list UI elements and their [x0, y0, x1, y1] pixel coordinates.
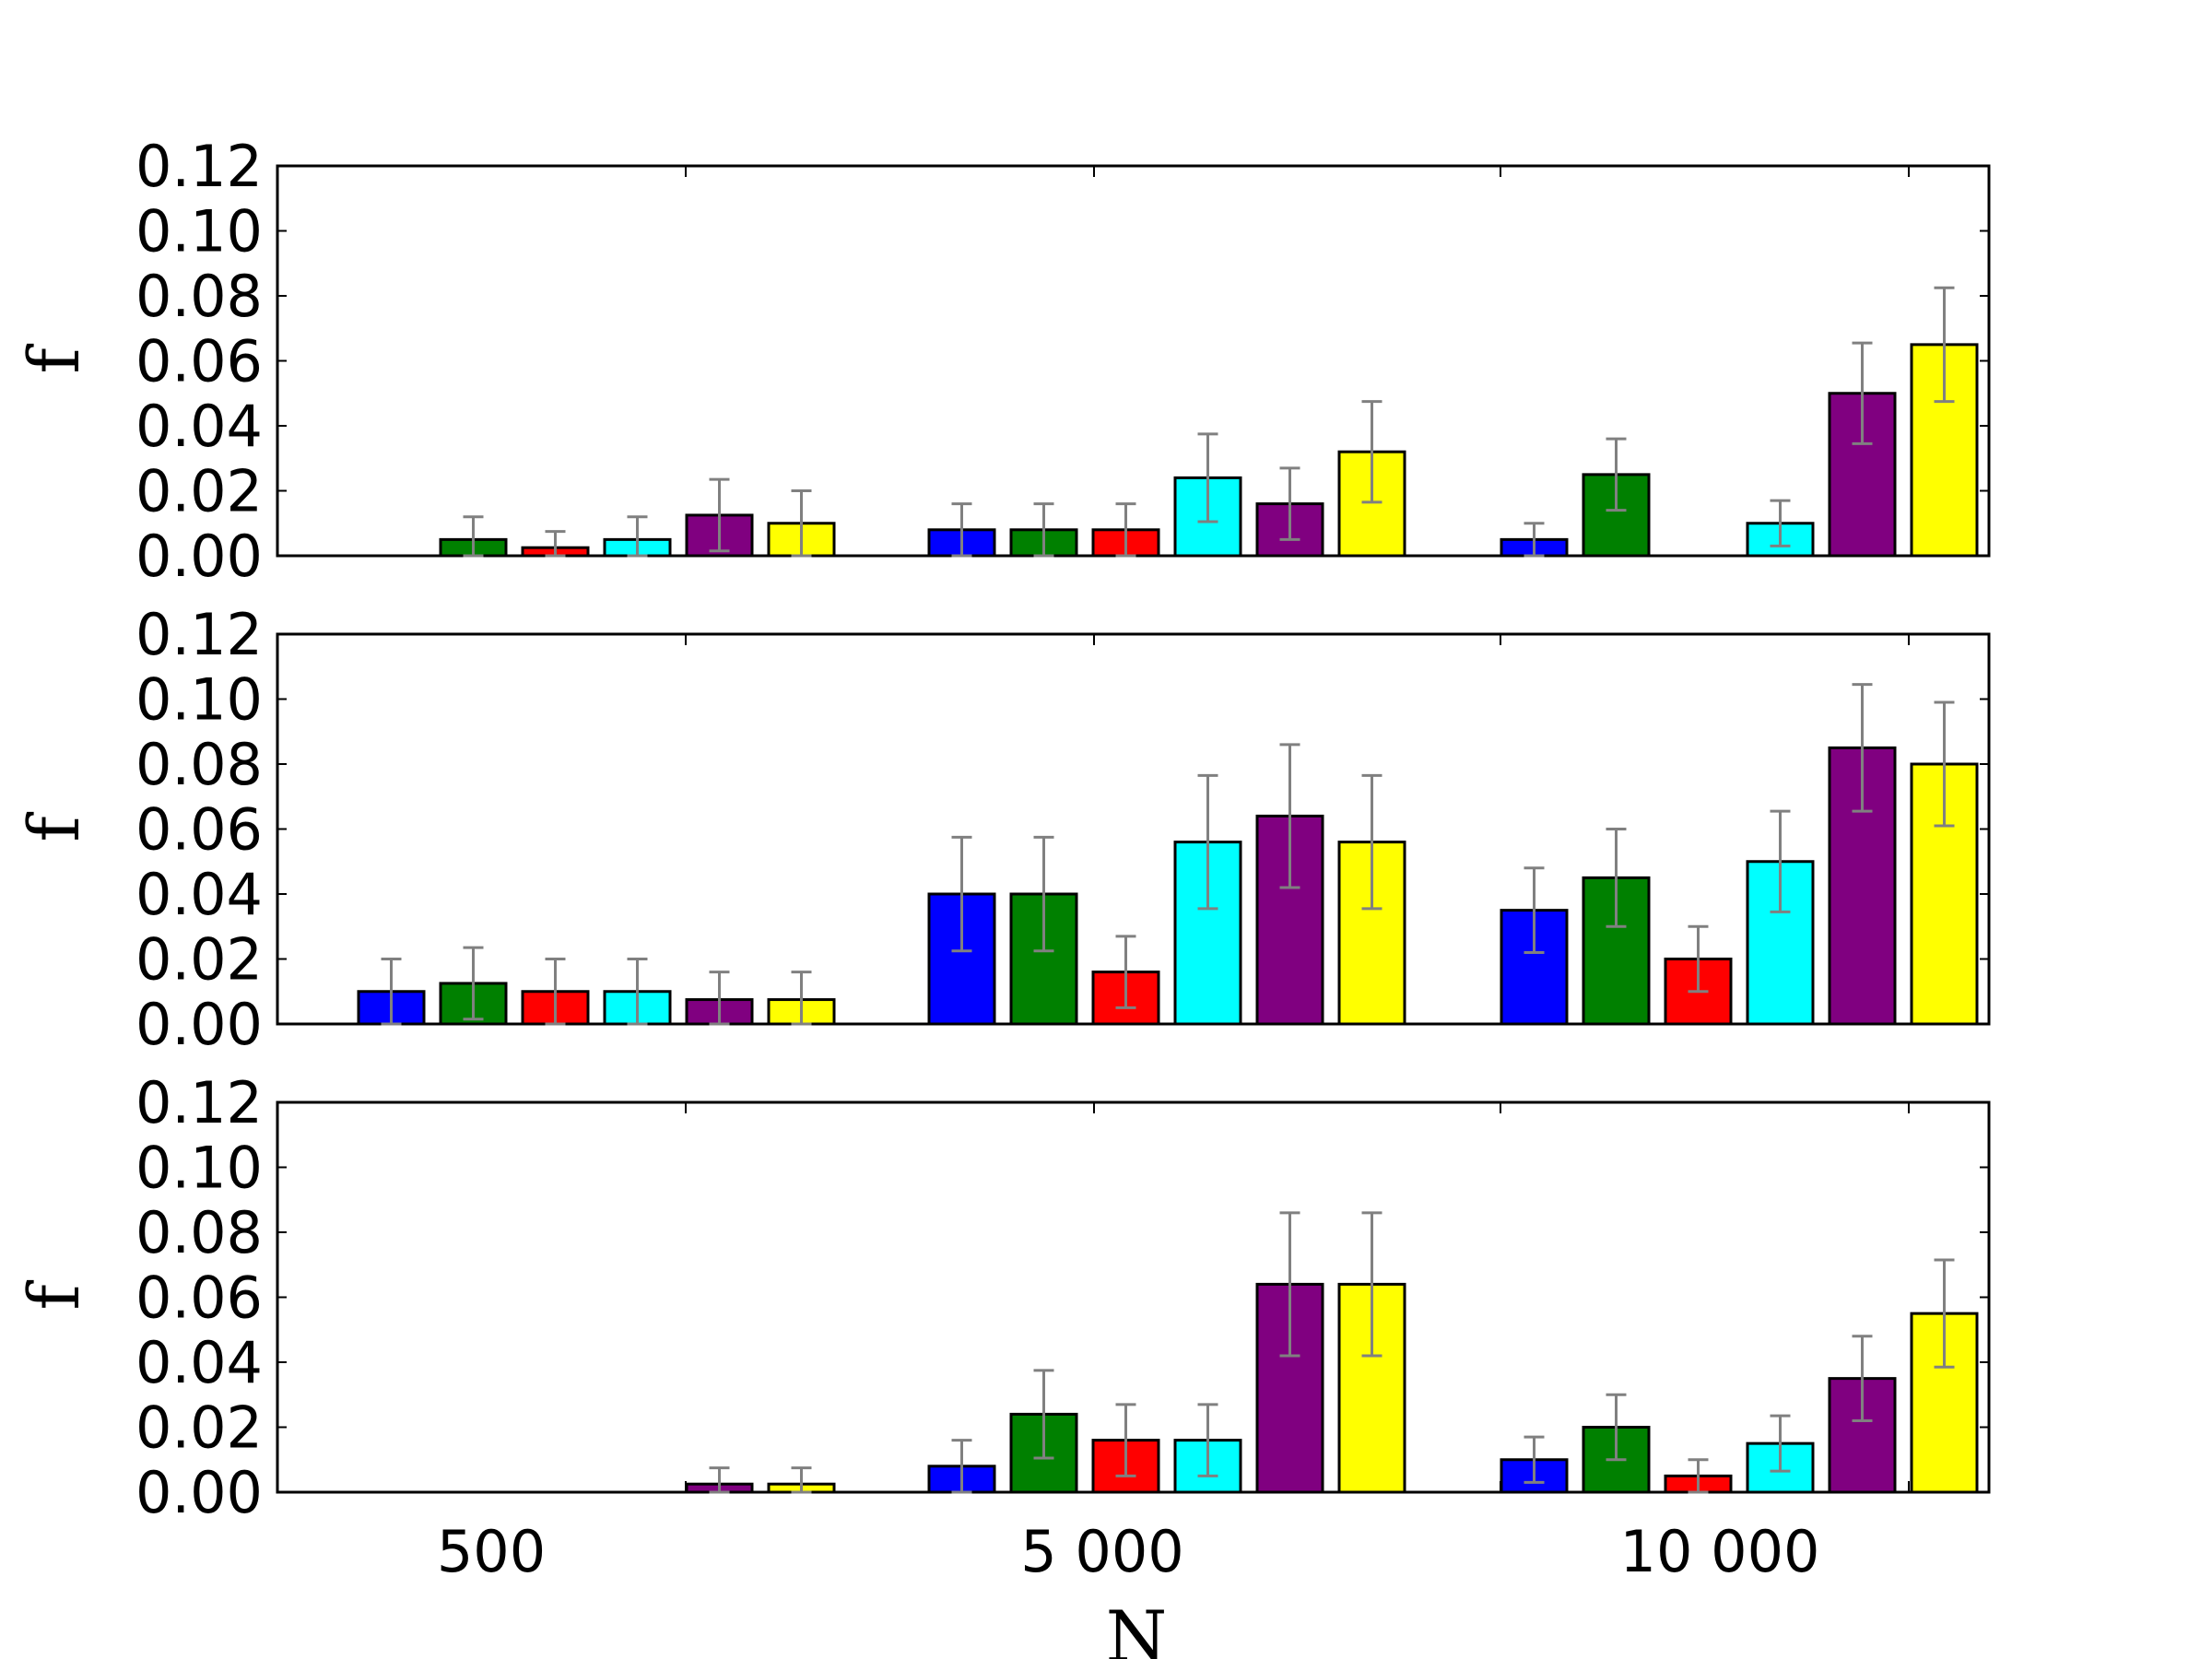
y-tick-label: 0.08 [135, 1199, 263, 1266]
y-tick-label: 0.08 [135, 731, 263, 798]
y-axis-label: f [13, 812, 95, 842]
y-tick-label: 0.00 [135, 523, 263, 590]
y-tick-label: 0.12 [135, 133, 263, 200]
chart-panels: 0.000.020.040.060.080.100.12f0.000.020.0… [13, 133, 1991, 1526]
panel-frame [276, 164, 1991, 558]
y-axis-label: f [13, 1280, 95, 1311]
panel-2: 0.000.020.040.060.080.100.12 f [13, 601, 1991, 1058]
x-axis-label: N [1106, 1595, 1168, 1659]
y-tick-label: 0.10 [135, 666, 263, 734]
panel-1: 0.000.020.040.060.080.100.12 f [13, 133, 1991, 590]
y-axis-label: f [13, 344, 95, 374]
x-tick-labels: 500 5 000 10 000 [437, 1518, 1820, 1585]
y-tick-label: 0.06 [135, 328, 263, 395]
panel-3: 0.000.020.040.060.080.100.12 f [13, 1069, 1991, 1526]
x-tick-label-500: 500 [437, 1518, 546, 1585]
y-tick-label: 0.10 [135, 198, 263, 265]
y-tick-label: 0.06 [135, 796, 263, 864]
y-tick-label: 0.10 [135, 1135, 263, 1202]
y-tick-label: 0.12 [135, 1069, 263, 1136]
y-tick-label: 0.06 [135, 1265, 263, 1332]
panel-frame [276, 1100, 1991, 1494]
y-tick-label: 0.04 [135, 861, 263, 928]
y-tick-label: 0.00 [135, 991, 263, 1058]
y-tick-label: 0.02 [135, 1394, 263, 1462]
y-tick-label: 0.08 [135, 263, 263, 330]
y-tick-label: 0.00 [135, 1459, 263, 1526]
y-tick-label: 0.12 [135, 601, 263, 668]
y-tick-label: 0.02 [135, 926, 263, 994]
bar [1828, 1377, 1897, 1494]
x-tick-label-5000: 5 000 [1020, 1518, 1184, 1585]
y-tick-label: 0.04 [135, 1329, 263, 1396]
x-tick-label-10000: 10 000 [1620, 1518, 1820, 1585]
y-tick-label: 0.02 [135, 458, 263, 525]
y-tick-label: 0.04 [135, 393, 263, 460]
